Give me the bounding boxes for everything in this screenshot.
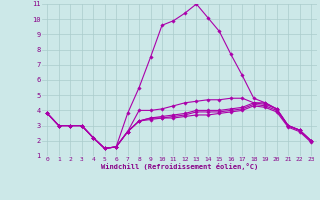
X-axis label: Windchill (Refroidissement éolien,°C): Windchill (Refroidissement éolien,°C): [100, 163, 258, 170]
